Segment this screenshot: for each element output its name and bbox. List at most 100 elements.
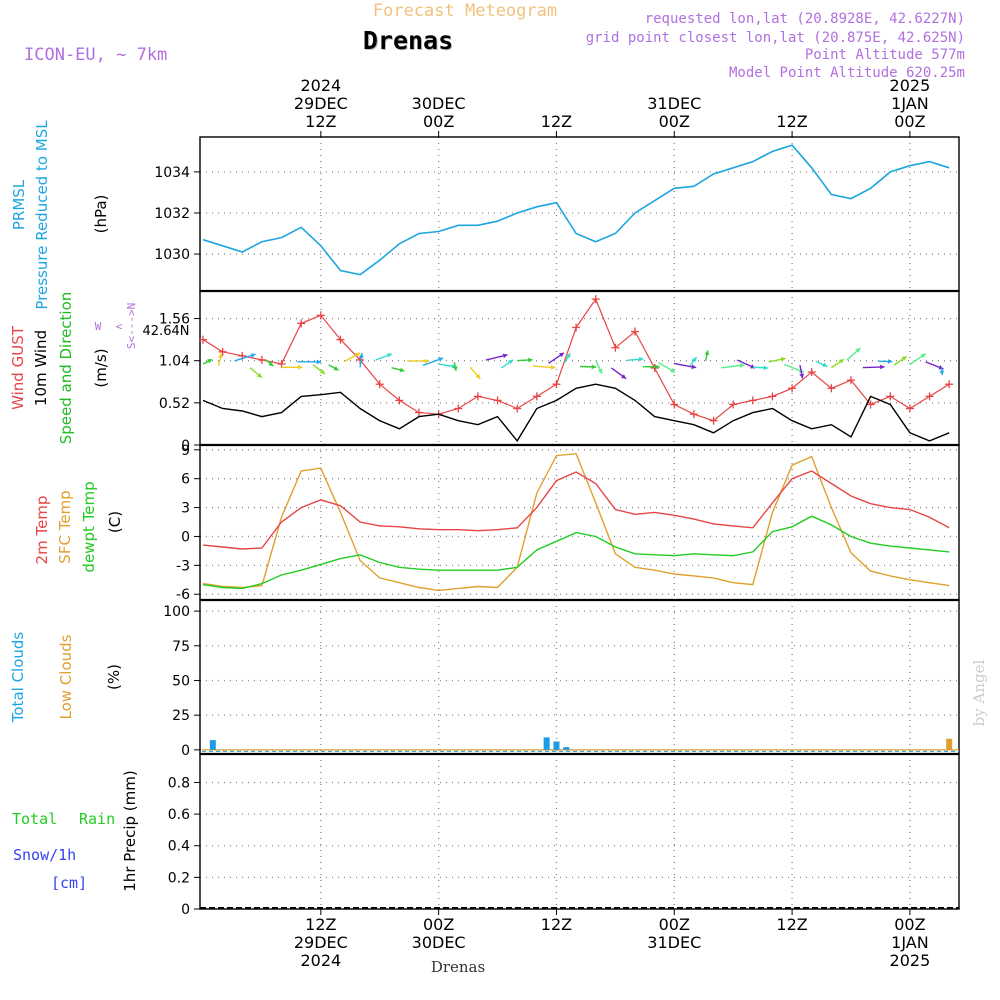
wind-arrow-head (655, 364, 660, 370)
pressure-frame (199, 136, 960, 292)
credit: by Angel (970, 659, 988, 726)
wind-gust-point (199, 335, 207, 344)
wind-arrow-head (250, 353, 256, 358)
wind-arrow-head (207, 359, 213, 364)
precip-frame (199, 753, 960, 910)
top-time-label: 00Z (423, 112, 454, 131)
wind-ytick-label: 1.04 (159, 354, 190, 370)
compass-lat: 42.64N (143, 324, 190, 339)
wind-arrow-head (691, 357, 697, 363)
top-time-label: 2025 (890, 76, 931, 95)
temp-ytick-label: 3 (181, 501, 190, 517)
low-clouds-bar (946, 738, 953, 750)
wind-gust-point (532, 392, 541, 401)
wind-gust-point (493, 396, 502, 405)
bottom-time-label: 12Z (776, 915, 807, 934)
wind-gust-point (218, 347, 227, 356)
bottom-time-label: 30DEC (412, 933, 466, 952)
bottom-time-label: 12Z (541, 915, 572, 934)
total-clouds-bar (543, 737, 550, 750)
clouds-ytick-label: 0 (181, 743, 190, 759)
clouds-unit: (%) (105, 664, 123, 690)
temp-ytick-label: -3 (176, 558, 190, 574)
wind-arrow-head (218, 353, 223, 359)
sfc-temp-series-line (202, 452, 950, 592)
wind-arrow-head (763, 365, 769, 371)
wind-ytick-label: 1.56 (159, 312, 190, 328)
pressure-label-1: PRMSL (10, 179, 28, 230)
wind-direction-arrows (202, 347, 945, 380)
wind-label-gust: Wind GUST (9, 325, 27, 410)
precip-label-total: Total (12, 810, 57, 828)
wind-frame (199, 290, 960, 446)
wind-arrow-head (502, 353, 508, 359)
wind-ytick-label: 0.52 (159, 396, 190, 412)
bottom-time-label: 2025 (890, 951, 931, 970)
wind-arrow-head (320, 369, 326, 374)
temp-frame (199, 444, 960, 601)
wind-gust-point (513, 404, 522, 413)
wind-gust-point (316, 311, 325, 320)
bottom-time-label: 1JAN (891, 933, 929, 952)
wind-arrow-head (670, 368, 676, 373)
wind-gust-point (591, 295, 600, 304)
wind-arrow-head (597, 368, 603, 374)
station-title: Drenas (363, 26, 453, 55)
temp-label-2m: 2m Temp (33, 496, 51, 565)
compass-w: W (95, 320, 102, 333)
requested-coords: requested lon,lat (20.8928E, 42.6227N) (645, 11, 965, 27)
temp-label-dewpt: dewpt Temp (80, 481, 98, 572)
pressure-ytick-label: 1032 (154, 206, 190, 222)
wind-arrow-head (887, 359, 893, 364)
precip-ytick-label: 0 (181, 902, 190, 918)
wind-gust-point (552, 380, 561, 389)
prmsl-series-line (202, 144, 950, 276)
wind-arrow-head (438, 357, 444, 362)
wind-arrow-head (822, 362, 828, 367)
total-clouds-bar (209, 740, 216, 750)
wind-arrow-head (880, 364, 885, 370)
bottom-time-label: 29DEC (294, 933, 348, 952)
pressure-ytick-label: 1034 (154, 165, 190, 181)
wind-arrow-head (591, 364, 597, 370)
wind-arrow-head (838, 359, 844, 364)
top-time-label: 2024 (300, 76, 341, 95)
wind-arrow-head (508, 359, 514, 365)
wind-arrow-head (638, 356, 644, 362)
wind-label-10m: 10m Wind (32, 330, 50, 406)
gridpoint-coords: grid point closest lon,lat (20.875E, 42.… (586, 30, 965, 46)
wind-gust-point (611, 343, 620, 352)
footer-station: Drenas (431, 958, 485, 976)
clouds-frame (199, 599, 960, 755)
clouds-panel: 0 25 50 75 100 (163, 599, 960, 759)
wind-arrow-head (386, 353, 392, 358)
wind-arrow-head (316, 359, 322, 365)
wind-arrow-head (621, 374, 627, 379)
clouds-ytick-label: 50 (172, 673, 190, 689)
precip-label-snow: Snow/1h (13, 846, 76, 864)
temp-ytick-label: 6 (181, 472, 190, 488)
total-clouds-bar (563, 747, 570, 750)
temp-label-sfc: SFC Temp (56, 490, 74, 563)
compass-ns: S<--->N (125, 303, 138, 349)
top-time-label: 1JAN (891, 94, 929, 113)
point-altitude: Point Altitude 577m (805, 47, 965, 63)
wind-arrow-head (550, 364, 556, 370)
wind-arrow-head (475, 374, 481, 379)
clouds-label-low: Low Clouds (57, 634, 75, 719)
wind-gust-point (905, 404, 914, 413)
wind-gust-point (886, 392, 895, 401)
precip-ytick-label: 0.8 (168, 775, 190, 791)
wind-arrow-head (558, 352, 564, 358)
wind-arrow-head (799, 373, 805, 379)
wind-arrow-head (565, 353, 571, 359)
wind-arrow-head (298, 364, 303, 370)
precip-label-cm: [cm] (51, 874, 87, 892)
pressure-label-2: Pressure Reduced to MSL (33, 120, 51, 310)
wind-gust-point (788, 384, 797, 393)
wind-ytick-label: 0 (181, 438, 190, 454)
wind-gust-point (847, 376, 855, 385)
bottom-time-label: 2024 (300, 951, 341, 970)
